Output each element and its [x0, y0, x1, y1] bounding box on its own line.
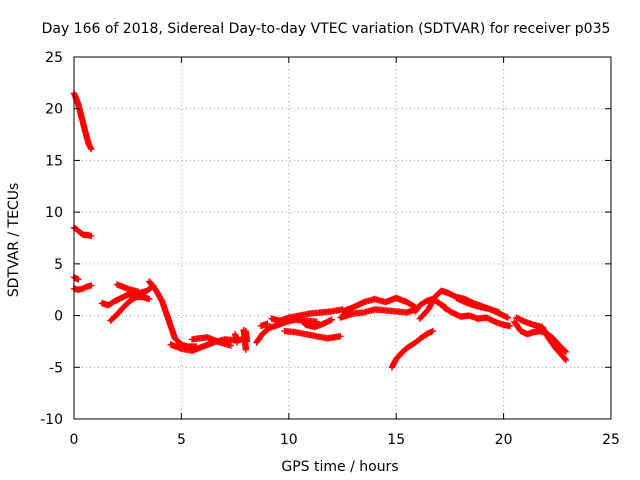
series-arc-21 [388, 327, 436, 371]
grid-lines [74, 57, 611, 419]
x-tick-label: 15 [387, 432, 405, 448]
y-tick-label: -10 [40, 412, 63, 428]
y-tick-label: 20 [45, 102, 63, 118]
x-tick-label: 20 [495, 432, 513, 448]
series-arc-13 [242, 327, 251, 345]
series-arc-10 [188, 334, 234, 349]
x-tick-label: 25 [602, 432, 620, 448]
chart-title: Day 166 of 2018, Sidereal Day-to-day VTE… [42, 21, 611, 37]
y-tick-label: 15 [45, 153, 63, 169]
y-tick-label: -5 [49, 360, 63, 376]
series-arc-6 [107, 293, 153, 324]
x-tick-label: 5 [177, 432, 186, 448]
y-tick-label: 0 [54, 309, 63, 325]
series-arc-24 [440, 304, 514, 330]
series-arc-27 [513, 314, 570, 364]
series-arc-11 [231, 331, 241, 346]
y-tick-label: 25 [45, 50, 63, 66]
plot-frame [73, 56, 612, 420]
series-arc-20 [337, 306, 419, 321]
y-tick-label: 5 [54, 257, 63, 273]
data-markers [70, 90, 570, 371]
series-arc-15 [257, 320, 271, 330]
x-axis-title: GPS time / hours [281, 459, 398, 475]
series-arc-25 [453, 294, 503, 316]
series-arc-8 [146, 278, 200, 350]
tick-marks [73, 56, 612, 420]
tick-labels: 0 5 10 15 20 25 -10 -5 0 5 10 15 20 25 [40, 50, 620, 448]
series-arc-18 [294, 313, 335, 331]
series-arc-3 [70, 274, 82, 283]
y-tick-label: 10 [45, 205, 63, 221]
y-axis-title: SDTVAR / TECUs [6, 183, 22, 298]
x-tick-label: 0 [70, 432, 79, 448]
x-tick-label: 10 [280, 432, 298, 448]
series-arc-17 [281, 327, 344, 342]
series-arc-19 [339, 294, 419, 315]
series-arc-7 [113, 281, 142, 295]
